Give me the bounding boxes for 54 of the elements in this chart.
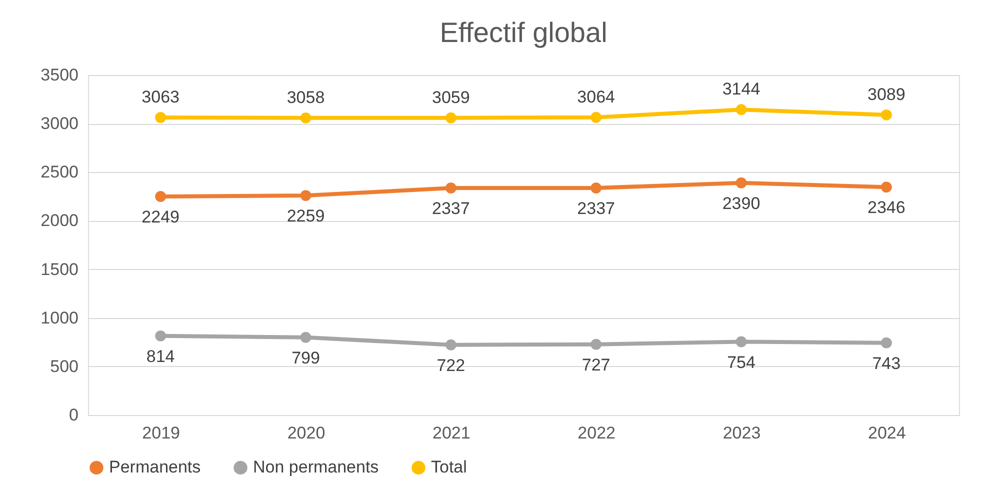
x-tick-label: 2019	[142, 424, 180, 442]
point	[445, 339, 456, 350]
point	[445, 112, 456, 124]
data-label: 3144	[722, 80, 760, 99]
x-tick-label: 2022	[578, 424, 616, 442]
point	[736, 177, 747, 188]
data-label: 799	[292, 348, 320, 368]
x-tick-label: 2023	[722, 424, 761, 442]
x-tick-label: 2021	[432, 424, 470, 442]
data-label: 2390	[722, 194, 760, 213]
data-label: 727	[582, 355, 610, 374]
point	[445, 182, 456, 194]
point	[155, 112, 166, 123]
point	[300, 112, 312, 124]
data-label: 3059	[432, 88, 470, 107]
point	[300, 332, 312, 343]
data-label: 3058	[286, 88, 325, 107]
point	[880, 109, 892, 120]
data-label: 2259	[286, 206, 325, 226]
y-tick-label: 1500	[40, 260, 78, 279]
legend-label: Total	[431, 458, 467, 477]
y-tick-label: 2500	[40, 162, 78, 182]
point	[155, 191, 166, 202]
point	[590, 182, 602, 194]
data-label: 3063	[142, 87, 180, 106]
data-label: 2249	[142, 208, 180, 227]
data-label: 3089	[868, 84, 906, 104]
data-label: 722	[436, 356, 466, 375]
data-label: 743	[872, 354, 901, 373]
point	[300, 190, 312, 202]
data-label: 814	[146, 346, 175, 366]
data-label: 3064	[577, 87, 615, 106]
point	[880, 182, 892, 193]
y-tick-label: 3000	[40, 114, 78, 134]
data-label: 2346	[868, 198, 906, 218]
x-tick-label: 2024	[868, 424, 906, 442]
point	[155, 330, 166, 342]
point	[880, 337, 892, 348]
point	[590, 338, 602, 350]
point	[590, 112, 602, 123]
data-label: 2337	[432, 198, 470, 218]
point	[736, 104, 747, 116]
y-tick-label: 3500	[40, 66, 78, 84]
y-tick-label: 2000	[40, 211, 78, 230]
data-label: 754	[727, 352, 756, 372]
legend-label: Non permanents	[253, 458, 379, 477]
y-tick-label: 500	[50, 356, 78, 376]
y-tick-label: 0	[69, 406, 78, 424]
chart-title: Effectif global	[440, 17, 608, 48]
point	[736, 336, 747, 348]
data-label: 2337	[577, 198, 615, 218]
y-tick-label: 1000	[40, 308, 78, 328]
legend-label: Permanents	[109, 458, 201, 477]
x-tick-label: 2020	[287, 424, 326, 442]
